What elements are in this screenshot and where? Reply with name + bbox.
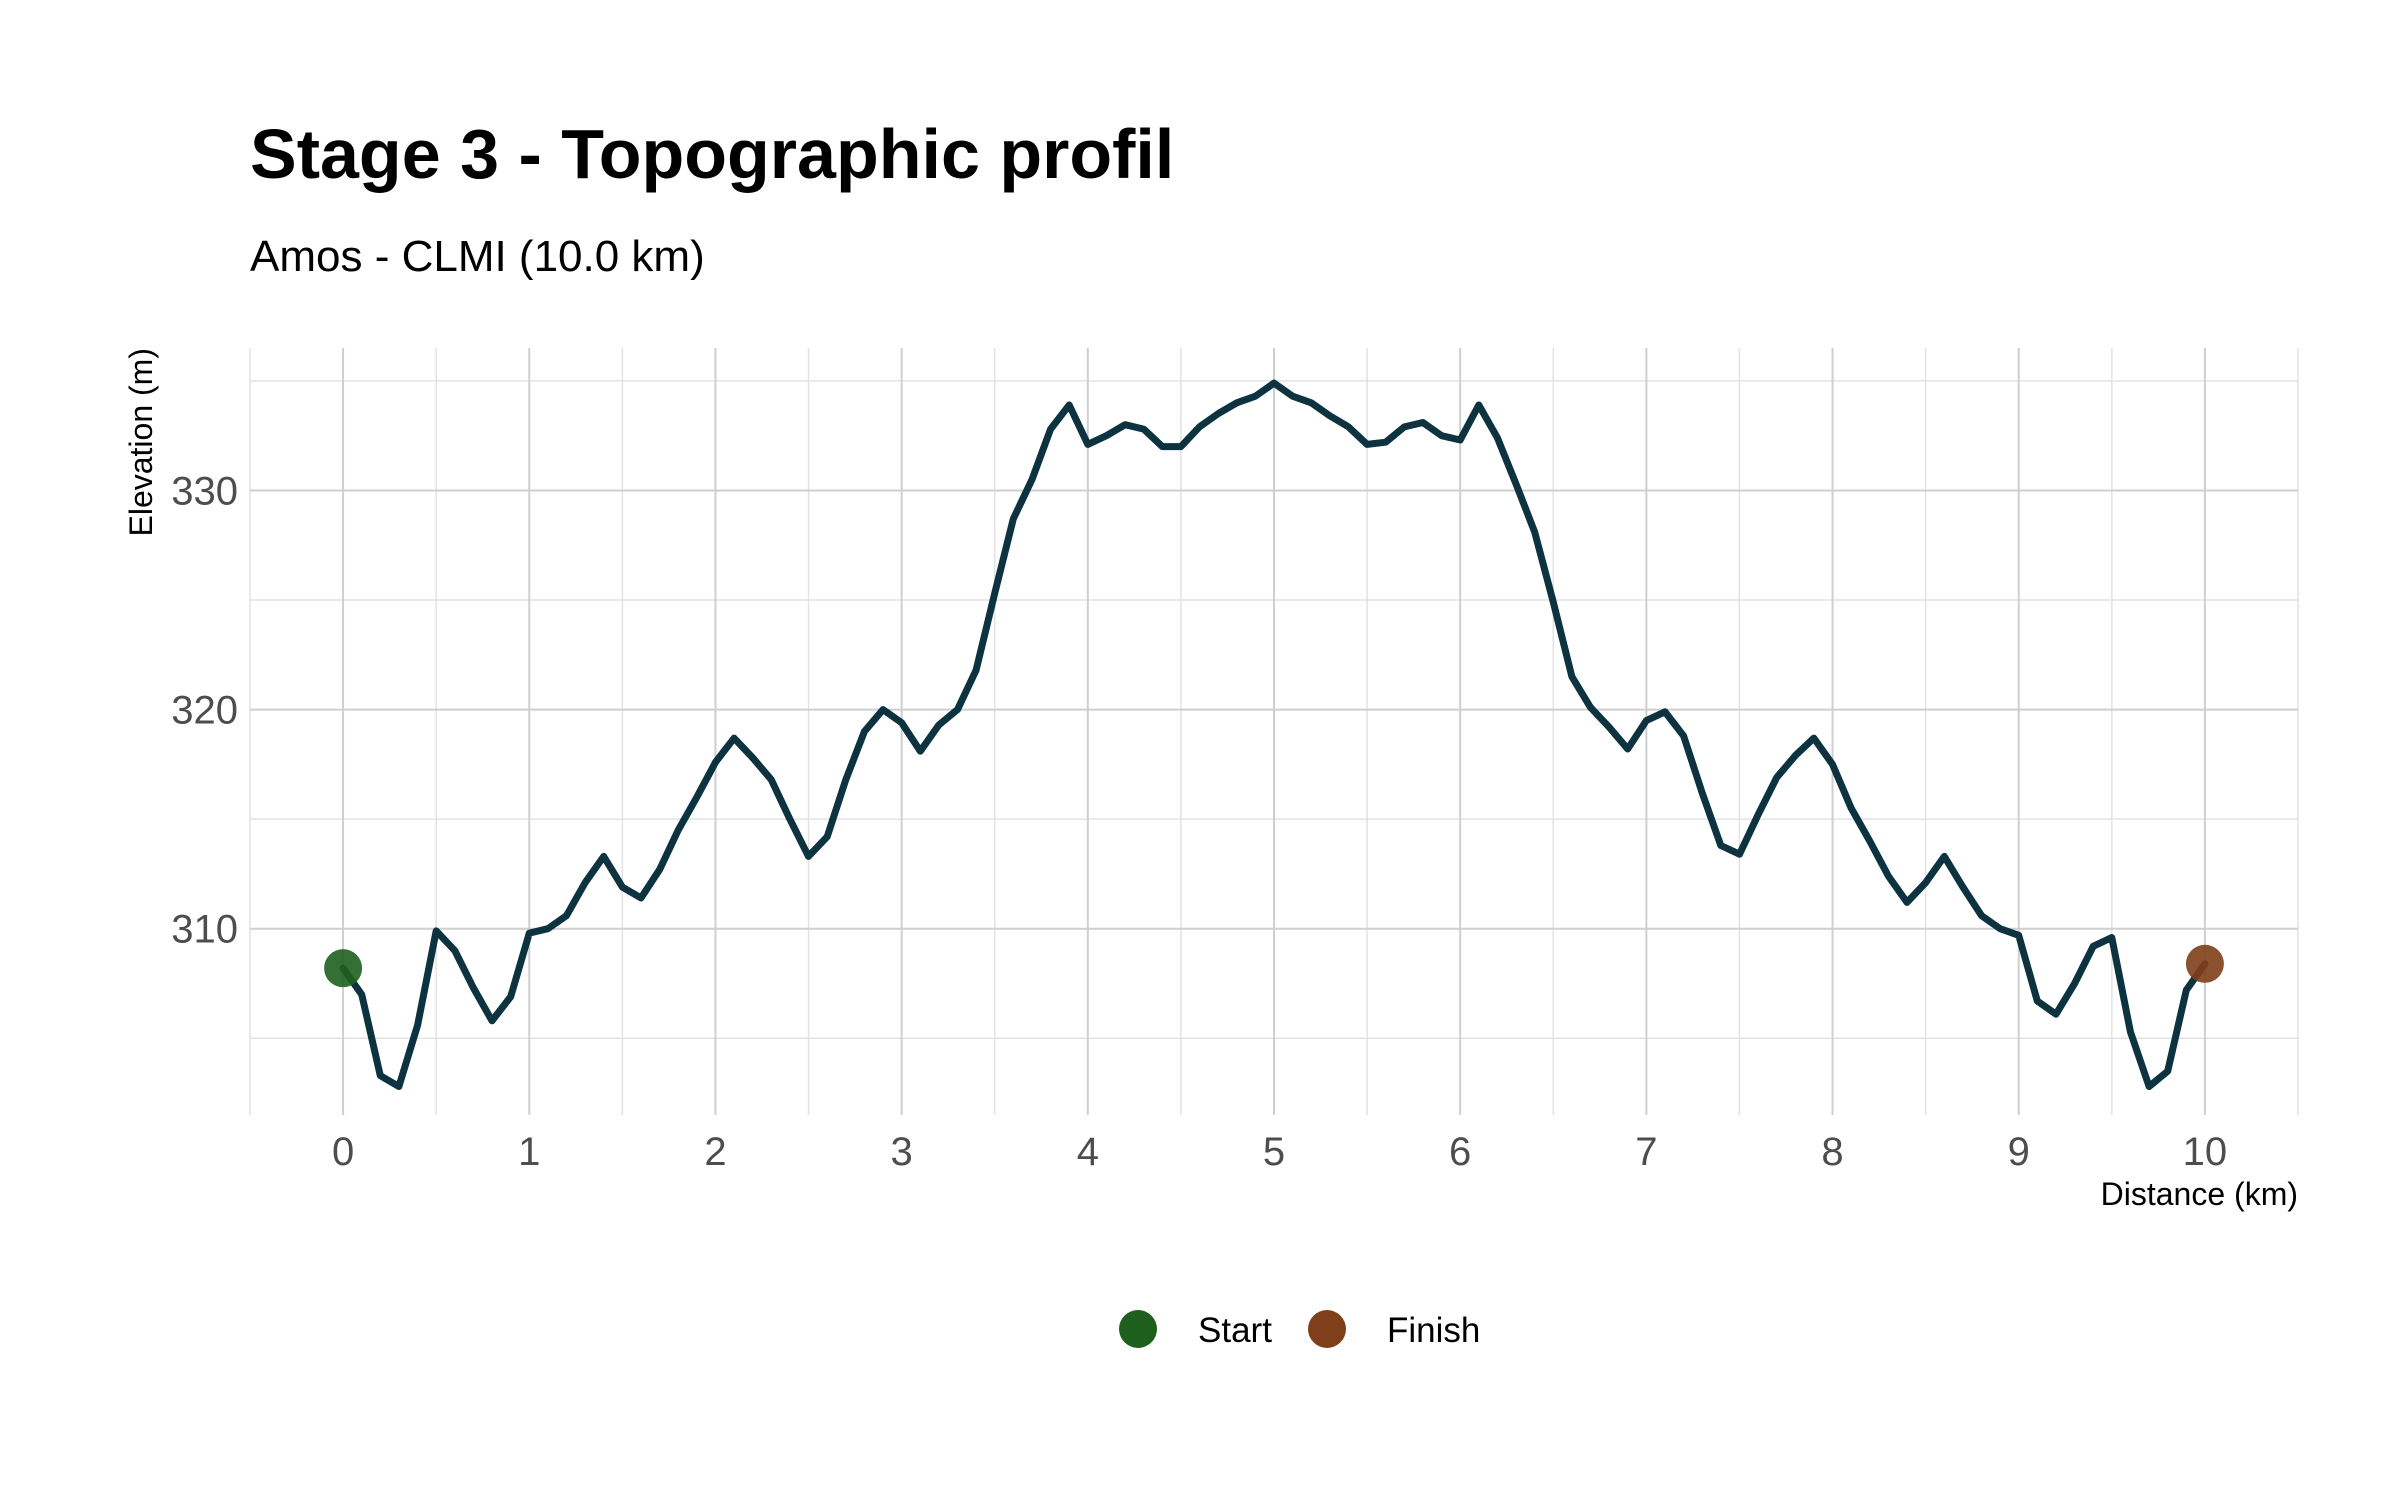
x-axis-title: Distance (km) [2101, 1176, 2298, 1212]
chart-subtitle: Amos - CLMI (10.0 km) [250, 232, 705, 281]
y-axis-title: Elevation (m) [123, 348, 159, 537]
start-finish-markers [324, 944, 2224, 988]
x-tick-label: 9 [2008, 1130, 2030, 1174]
x-tick-label: 0 [332, 1130, 354, 1174]
x-tick-label: 6 [1449, 1130, 1471, 1174]
x-tick-label: 8 [1821, 1130, 1843, 1174]
x-tick-label: 10 [2183, 1130, 2228, 1174]
finish-marker [2185, 944, 2224, 983]
chart-title: Stage 3 - Topographic profil [250, 115, 1174, 193]
x-axis-ticks: 0 1 2 3 4 5 6 7 8 9 10 [332, 1130, 2227, 1174]
legend-start-label: Start [1198, 1311, 1272, 1350]
x-tick-label: 4 [1077, 1130, 1099, 1174]
x-tick-label: 2 [704, 1130, 726, 1174]
legend-finish-swatch [1308, 1310, 1346, 1348]
x-tick-label: 3 [891, 1130, 913, 1174]
x-tick-label: 1 [518, 1130, 540, 1174]
major-gridlines [250, 348, 2298, 1115]
y-tick-label: 310 [171, 908, 238, 952]
legend-finish-label: Finish [1387, 1311, 1480, 1350]
y-tick-label: 330 [171, 469, 238, 513]
start-marker [324, 949, 363, 988]
legend: Start Finish [1119, 1310, 1480, 1350]
y-tick-label: 320 [171, 689, 238, 733]
y-axis-ticks: 310 320 330 [171, 469, 238, 951]
x-tick-label: 7 [1635, 1130, 1657, 1174]
legend-start-swatch [1119, 1310, 1157, 1348]
x-tick-label: 5 [1263, 1130, 1285, 1174]
elevation-profile-line [339, 379, 2209, 1090]
